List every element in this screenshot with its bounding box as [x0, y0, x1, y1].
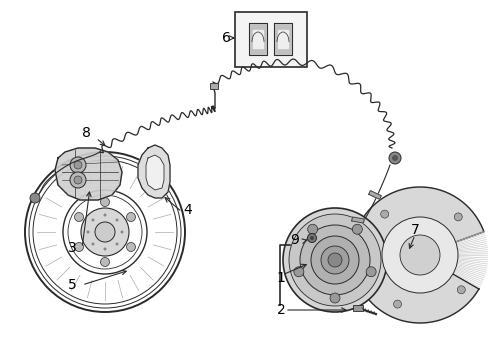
Bar: [209, 83, 218, 89]
Circle shape: [293, 267, 303, 277]
Circle shape: [91, 243, 94, 246]
Circle shape: [70, 172, 86, 188]
Circle shape: [310, 236, 358, 284]
Circle shape: [74, 212, 83, 221]
Polygon shape: [278, 30, 287, 48]
Circle shape: [81, 208, 129, 256]
Text: 2: 2: [276, 303, 285, 317]
Circle shape: [115, 219, 118, 221]
Circle shape: [120, 230, 123, 234]
Circle shape: [309, 236, 313, 240]
Polygon shape: [248, 23, 266, 55]
Polygon shape: [138, 145, 170, 198]
Circle shape: [388, 152, 400, 164]
Circle shape: [126, 212, 135, 221]
Circle shape: [299, 225, 369, 295]
Circle shape: [74, 176, 82, 184]
Circle shape: [329, 293, 339, 303]
Text: 4: 4: [183, 203, 192, 217]
Circle shape: [126, 243, 135, 252]
Circle shape: [320, 246, 348, 274]
Polygon shape: [55, 148, 122, 200]
Circle shape: [95, 222, 115, 242]
Text: 3: 3: [67, 241, 76, 255]
Circle shape: [91, 219, 94, 221]
Circle shape: [74, 161, 82, 169]
Circle shape: [399, 235, 439, 275]
Circle shape: [86, 230, 89, 234]
Circle shape: [115, 243, 118, 246]
Text: 9: 9: [290, 233, 299, 247]
Circle shape: [101, 198, 109, 207]
Circle shape: [30, 193, 40, 203]
Circle shape: [101, 257, 109, 266]
Circle shape: [327, 253, 341, 267]
Circle shape: [103, 213, 106, 216]
Polygon shape: [351, 187, 483, 323]
Circle shape: [283, 208, 386, 312]
Text: 1: 1: [276, 271, 285, 285]
Text: 7: 7: [410, 223, 419, 237]
Circle shape: [288, 214, 380, 306]
Circle shape: [391, 155, 397, 161]
Circle shape: [103, 248, 106, 251]
Text: 6: 6: [221, 31, 230, 45]
Polygon shape: [351, 217, 364, 223]
Circle shape: [381, 217, 457, 293]
Polygon shape: [368, 191, 381, 199]
Text: 8: 8: [81, 126, 90, 140]
Polygon shape: [252, 30, 263, 48]
Polygon shape: [146, 155, 163, 190]
Circle shape: [453, 213, 461, 221]
Circle shape: [307, 224, 317, 234]
Circle shape: [366, 267, 375, 277]
Bar: [352, 305, 362, 311]
Text: 5: 5: [67, 278, 76, 292]
Circle shape: [352, 224, 362, 234]
Polygon shape: [273, 23, 291, 55]
Circle shape: [70, 157, 86, 173]
Circle shape: [380, 210, 388, 218]
Circle shape: [456, 286, 465, 294]
Circle shape: [74, 243, 83, 252]
Bar: [235, 12, 306, 67]
Circle shape: [393, 300, 401, 308]
Circle shape: [307, 234, 316, 243]
